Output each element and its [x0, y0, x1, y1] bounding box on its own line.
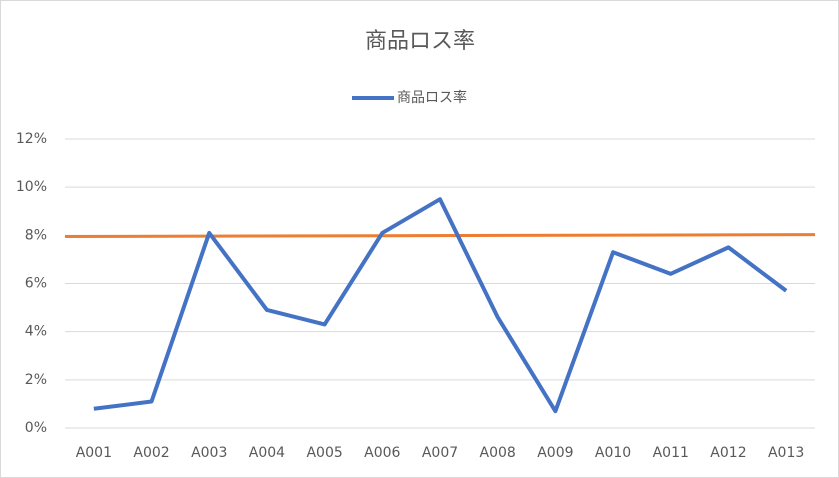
- x-tick-label: A011: [653, 445, 689, 461]
- y-tick-label: 6%: [25, 276, 47, 292]
- x-tick-label: A005: [306, 445, 342, 461]
- x-tick-label: A002: [133, 445, 169, 461]
- x-tick-label: A009: [537, 445, 573, 461]
- chart-title: 商品ロス率: [365, 29, 475, 54]
- x-tick-label: A007: [422, 445, 458, 461]
- y-tick-label: 10%: [16, 179, 47, 195]
- x-tick-label: A001: [76, 445, 112, 461]
- x-tick-label: A010: [595, 445, 631, 461]
- y-tick-label: 4%: [25, 324, 47, 340]
- y-tick-label: 0%: [25, 420, 47, 436]
- x-tick-label: A008: [480, 445, 516, 461]
- reference-line: [64, 233, 816, 239]
- x-tick-label: A004: [249, 445, 285, 461]
- x-tick-label: A013: [768, 445, 804, 461]
- line-series: [93, 197, 788, 414]
- y-tick-label: 2%: [25, 372, 47, 388]
- x-tick-label: A006: [364, 445, 400, 461]
- legend-label: 商品ロス率: [397, 89, 467, 106]
- y-tick-label: 12%: [16, 131, 47, 147]
- y-tick-label: 8%: [25, 227, 47, 243]
- x-tick-label: A003: [191, 445, 227, 461]
- x-tick-label: A012: [710, 445, 746, 461]
